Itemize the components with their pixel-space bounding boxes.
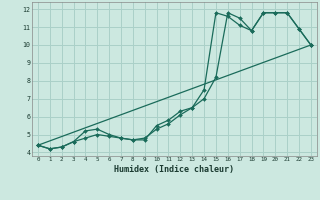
- X-axis label: Humidex (Indice chaleur): Humidex (Indice chaleur): [115, 165, 234, 174]
